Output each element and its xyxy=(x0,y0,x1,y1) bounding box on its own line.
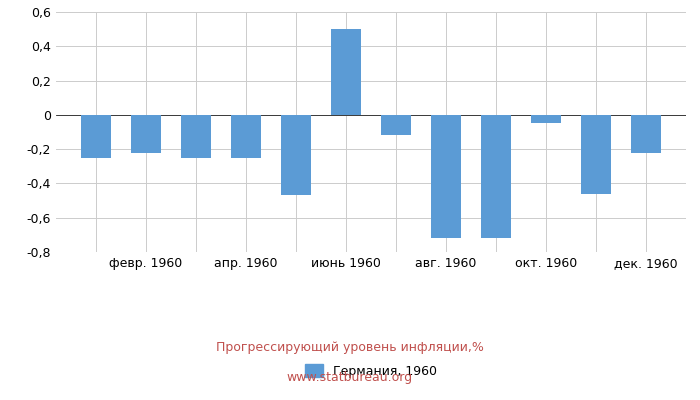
Text: Прогрессирующий уровень инфляции,%: Прогрессирующий уровень инфляции,% xyxy=(216,342,484,354)
Bar xyxy=(531,115,561,124)
Bar xyxy=(331,29,361,115)
Bar xyxy=(581,115,611,194)
Bar xyxy=(281,115,311,196)
Bar xyxy=(231,115,261,158)
Bar xyxy=(481,115,511,238)
Bar xyxy=(631,115,661,152)
Bar xyxy=(431,115,461,238)
Text: www.statbureau.org: www.statbureau.org xyxy=(287,372,413,384)
Bar xyxy=(381,115,411,136)
Bar xyxy=(131,115,161,152)
Legend: Германия, 1960: Германия, 1960 xyxy=(300,359,442,383)
Bar xyxy=(81,115,111,158)
Bar xyxy=(181,115,211,158)
